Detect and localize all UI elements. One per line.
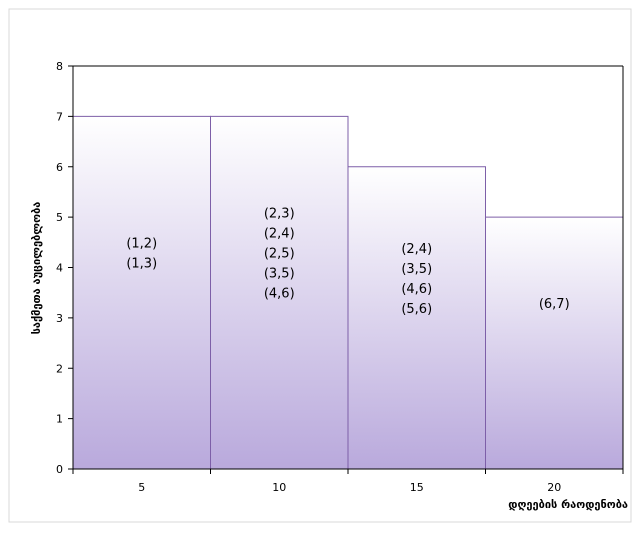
bar-5 <box>72 115 211 470</box>
x-tick-label: 15 <box>410 481 424 494</box>
bar-annotation: (6,7) <box>539 297 570 312</box>
x-tick-label: 5 <box>138 481 145 494</box>
bar-annotation: (3,5) <box>401 262 432 277</box>
bar-15 <box>347 166 486 470</box>
bar-20 <box>485 216 624 470</box>
y-tick-label: 3 <box>56 312 63 325</box>
bar-annotation: (1,2) <box>126 237 157 252</box>
bar-annotation: (2,3) <box>264 207 295 222</box>
y-axis-label: საქმეთა აუცილებლობა <box>30 202 43 335</box>
bar-annotation: (2,4) <box>264 227 295 242</box>
bar-annotation: (2,5) <box>264 247 295 262</box>
y-tick-label: 2 <box>56 362 63 375</box>
bar-annotation: (2,4) <box>401 242 432 257</box>
bar-10 <box>210 115 349 470</box>
y-tick-label: 0 <box>56 463 63 476</box>
y-tick-label: 8 <box>56 60 63 73</box>
y-tick-label: 5 <box>56 211 63 224</box>
x-tick-label: 10 <box>272 481 286 494</box>
bar-annotation: (4,6) <box>401 282 432 297</box>
y-tick-label: 6 <box>56 161 63 174</box>
y-tick-label: 7 <box>56 110 63 123</box>
bar-annotation: (4,6) <box>264 287 295 302</box>
bar-annotation: (1,3) <box>126 257 157 272</box>
bar-annotation: (5,6) <box>401 302 432 317</box>
y-tick-label: 1 <box>56 413 63 426</box>
x-tick-label: 20 <box>547 481 561 494</box>
bar-annotation: (3,5) <box>264 267 295 282</box>
x-axis-label: დღეების რაოდენობა <box>508 498 628 511</box>
y-tick-label: 4 <box>56 262 63 275</box>
